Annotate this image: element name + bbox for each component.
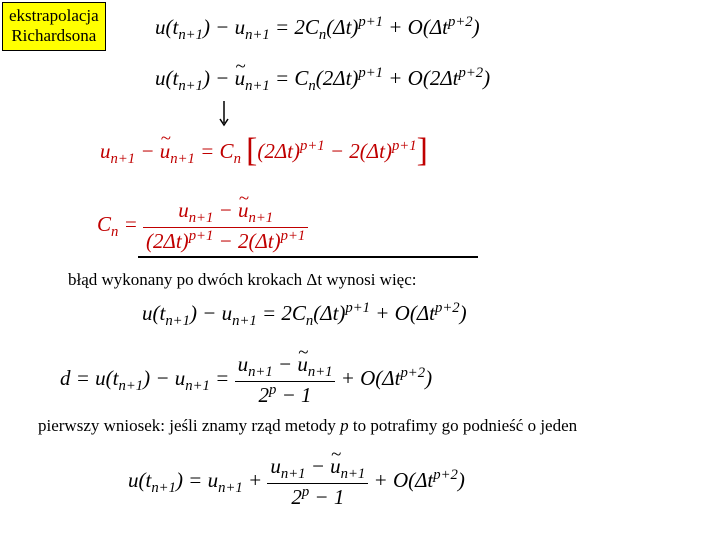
equation-2: u(tn+1) − un+1 = Cn(2Δt)p+1 + O(2Δtp+2): [155, 65, 490, 95]
equation-1: u(tn+1) − un+1 = 2Cn(Δt)p+1 + O(Δtp+2): [155, 14, 480, 44]
divider: [138, 256, 478, 258]
equation-5: u(tn+1) − un+1 = 2Cn(Δt)p+1 + O(Δtp+2): [142, 300, 467, 330]
equation-4: Cn = un+1 − un+1 (2Δt)p+1 − 2(Δt)p+1: [97, 198, 308, 254]
eq7-lhs: u(tn+1) = un+1 +: [128, 468, 267, 492]
title-line1: ekstrapolacja: [9, 6, 99, 26]
eq7-denominator: 2p − 1: [267, 483, 368, 510]
eq7-fraction: un+1 − un+1 2p − 1: [267, 454, 368, 510]
eq7-tail: + O(Δtp+2): [368, 468, 465, 492]
title-line2: Richardsona: [9, 26, 99, 46]
eq6-denominator: 2p − 1: [235, 381, 336, 408]
equation-7: u(tn+1) = un+1 + un+1 − un+1 2p − 1 + O(…: [128, 454, 465, 510]
eq4-numerator: un+1 − un+1: [143, 198, 308, 227]
text-conclusion: pierwszy wniosek: jeśli znamy rząd metod…: [38, 416, 577, 436]
eq4-lhs: Cn =: [97, 212, 143, 236]
eq4-fraction: un+1 − un+1 (2Δt)p+1 − 2(Δt)p+1: [143, 198, 308, 254]
eq6-tail: + O(Δtp+2): [335, 366, 432, 390]
text-error-two-steps: błąd wykonany po dwóch krokach Δt wynosi…: [68, 270, 417, 290]
title-box: ekstrapolacja Richardsona: [2, 2, 106, 51]
equation-3: un+1 − un+1 = Cn [(2Δt)p+1 − 2(Δt)p+1]: [100, 134, 428, 172]
eq6-numerator: un+1 − un+1: [235, 352, 336, 381]
eq6-lhs: d = u(tn+1) − un+1 =: [60, 366, 235, 390]
equation-6: d = u(tn+1) − un+1 = un+1 − un+1 2p − 1 …: [60, 352, 432, 408]
eq4-denominator: (2Δt)p+1 − 2(Δt)p+1: [143, 227, 308, 254]
arrow-down-icon: [218, 101, 230, 127]
eq7-numerator: un+1 − un+1: [267, 454, 368, 483]
eq6-fraction: un+1 − un+1 2p − 1: [235, 352, 336, 408]
